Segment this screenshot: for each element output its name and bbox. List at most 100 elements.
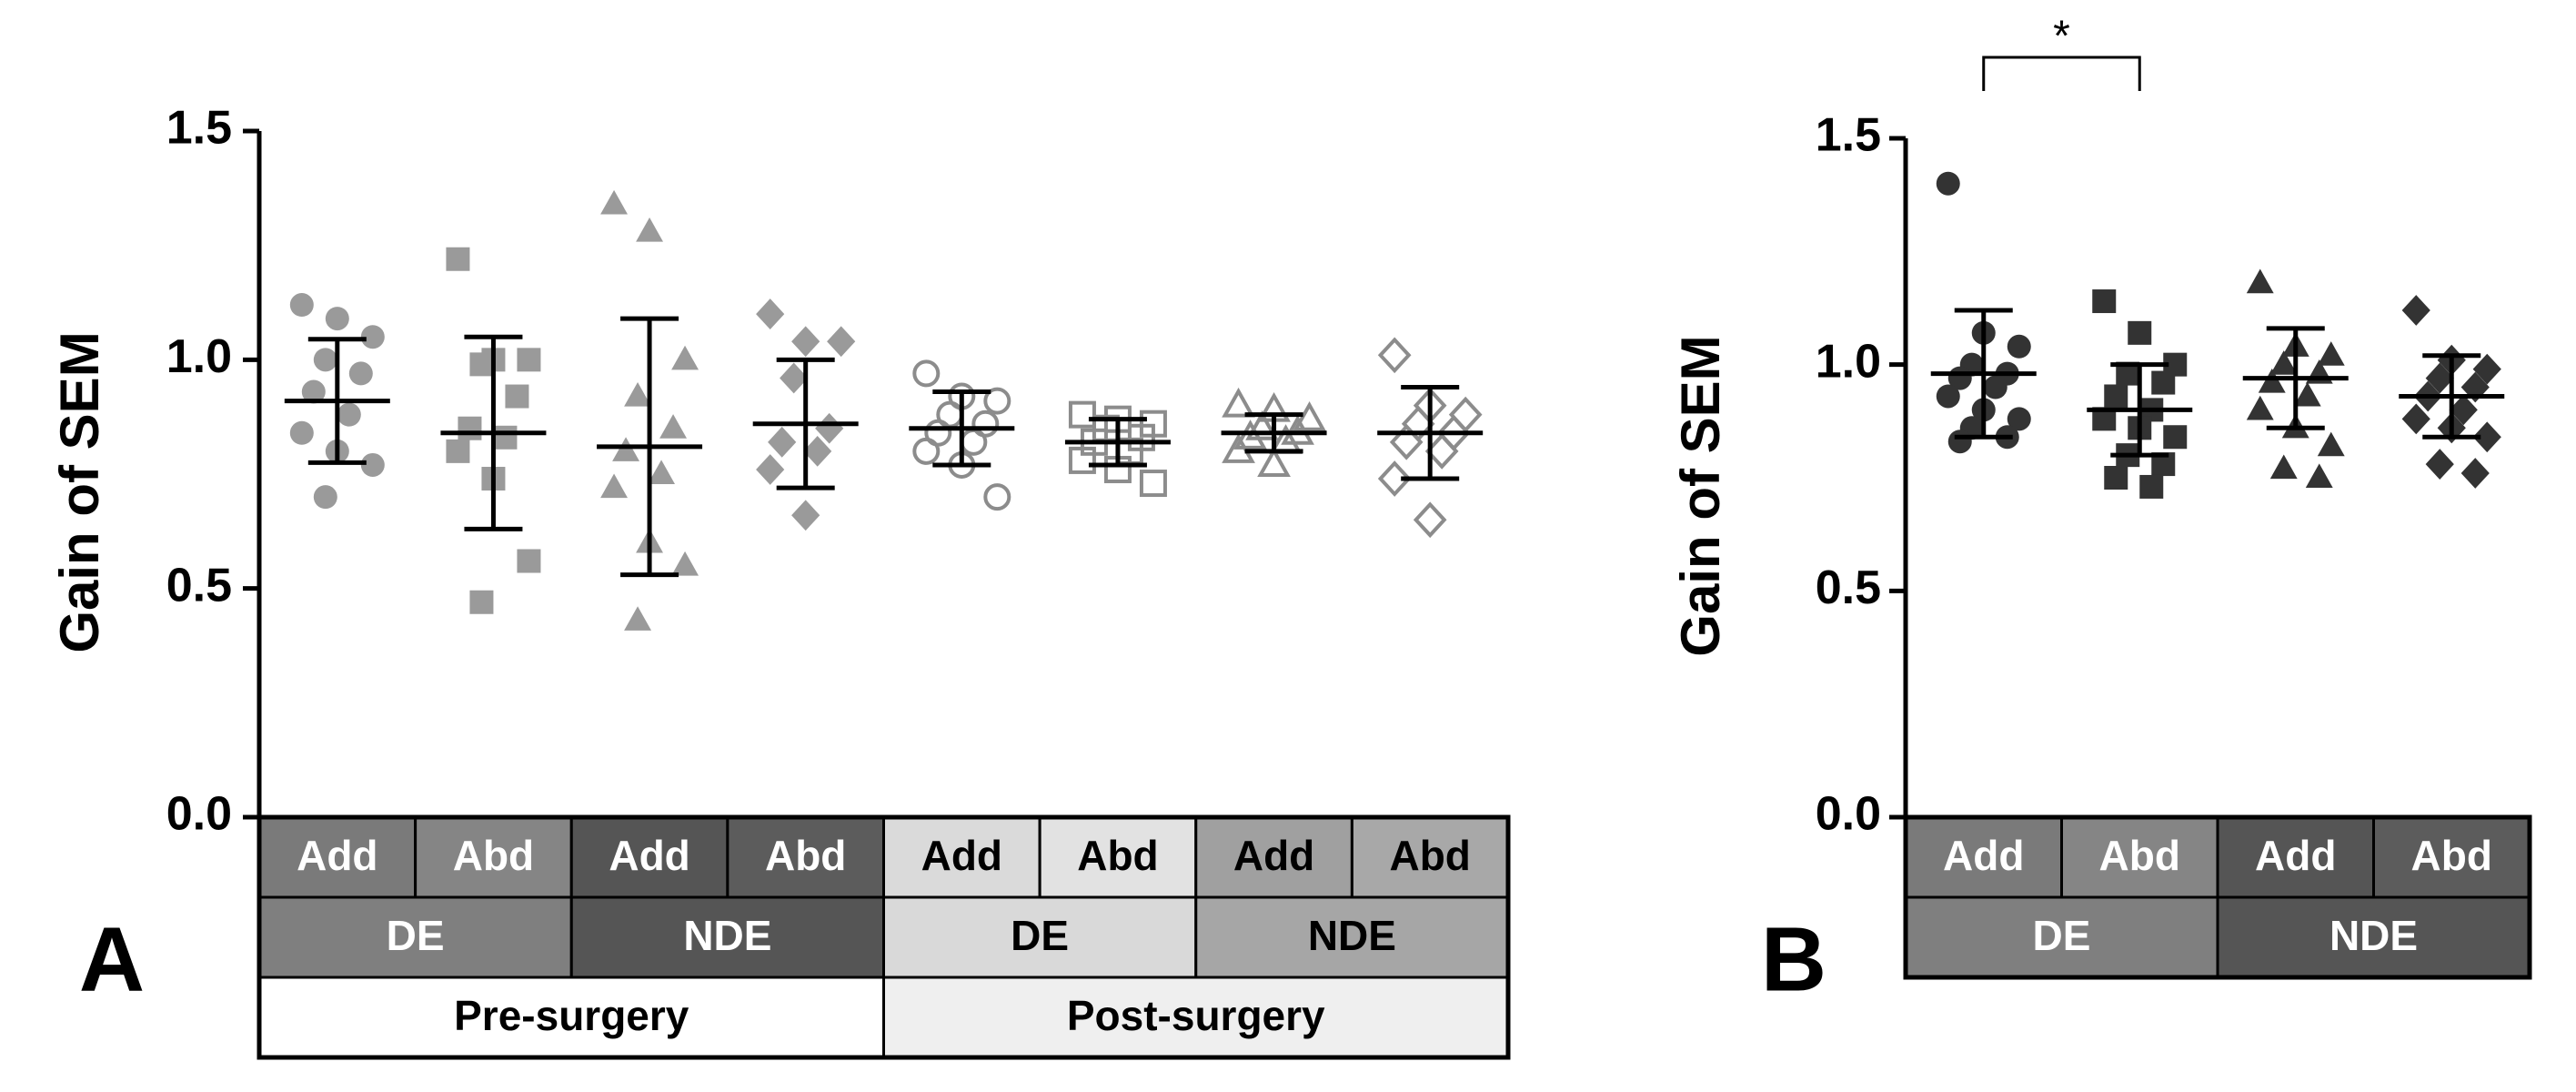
significance-bracket [1982,56,2141,91]
data-point [636,217,664,242]
data-point [446,247,470,271]
data-point [2007,407,2031,431]
data-point [2269,454,2298,480]
y-tick-label: 1.5 [1816,109,1881,162]
data-point [1139,470,1167,498]
data-point [2163,425,2188,450]
data-point [2305,463,2333,489]
data-point [648,460,676,485]
data-point [2104,384,2128,409]
category-label: Add [1233,832,1314,879]
category-label: Abd [1077,832,1158,879]
data-point [505,384,529,409]
data-point [2092,289,2117,314]
data-point [1068,446,1096,474]
data-point [2401,295,2430,326]
data-point [624,381,652,407]
data-point [2317,431,2345,457]
data-point [325,307,349,331]
panel-label: B [1761,908,1826,1010]
data-point [2246,395,2274,420]
data-point [2472,353,2501,385]
category-cell [2372,815,2531,899]
category-label: Add [297,832,377,879]
data-point [469,590,494,614]
y-tick-label: 1.0 [166,330,232,383]
data-point [493,425,518,450]
data-point [337,402,361,427]
data-point [517,348,541,372]
data-point [803,435,832,467]
category-cell [1904,815,2063,899]
category-label: Abd [1389,832,1470,879]
data-point [2401,403,2430,435]
data-point [1257,447,1291,477]
data-point [2460,371,2490,403]
category-table-border [257,814,1511,1060]
category-label: NDE [2329,912,2418,959]
data-point [2139,474,2164,499]
category-label: DE [387,912,445,959]
data-point [2246,268,2274,294]
category-cell [414,815,573,899]
data-point [671,345,699,370]
category-label: Pre-surgery [454,992,689,1039]
category-label: Abd [765,832,846,879]
data-point [827,326,856,358]
data-point [791,500,820,531]
category-label: Add [1943,832,2024,879]
data-point [2425,362,2454,394]
data-point [301,379,326,404]
data-point [1936,384,1960,409]
data-point [612,437,640,461]
data-point [2293,381,2321,407]
y-tick-label: 0.5 [1816,561,1881,614]
category-cell [569,895,885,979]
category-label: Post-surgery [1067,992,1325,1039]
data-point [912,437,941,465]
data-point [1245,410,1279,440]
data-point [446,439,470,463]
category-label: Abd [2411,832,2492,879]
data-point [600,189,629,215]
data-point [289,293,314,318]
data-point [2460,458,2490,489]
data-point [2472,421,2501,453]
y-tick-label: 0.0 [1816,788,1881,841]
data-point [2258,368,2286,393]
data-point [780,362,809,394]
panel-label: A [79,908,145,1010]
data-point [360,452,385,477]
data-point [756,298,785,329]
category-cell [1350,815,1510,899]
data-point [313,485,337,510]
significance-marker: * [2053,13,2070,61]
category-label: Add [609,832,689,879]
data-point [1068,400,1096,429]
y-tick-label: 0.0 [166,788,232,841]
data-point [469,352,494,377]
y-tick-label: 1.5 [166,102,232,155]
data-point [2128,320,2152,345]
data-point [768,426,797,458]
data-point [1413,501,1447,539]
data-point [912,359,941,388]
y-tick-label: 0.5 [166,559,232,612]
data-point [2449,394,2478,426]
data-point [348,361,373,386]
data-point [360,325,385,349]
category-cell [1038,815,1198,899]
category-label: NDE [1308,912,1396,959]
data-point [289,420,314,445]
category-label: Add [2255,832,2336,879]
data-point [756,454,785,485]
data-point [815,412,844,444]
category-label: NDE [683,912,771,959]
data-point [983,387,1011,415]
data-point [458,416,482,440]
data-point [2104,466,2128,490]
category-label: DE [2033,912,2091,959]
category-table-border [1903,814,2532,980]
